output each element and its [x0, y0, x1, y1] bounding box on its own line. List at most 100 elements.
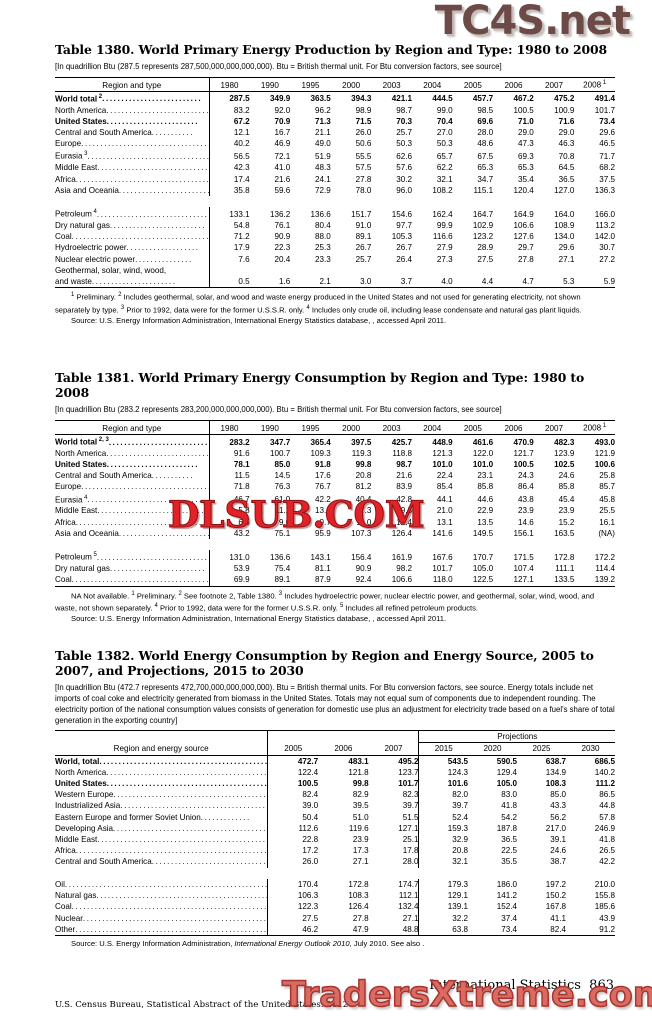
- cell-value: 48.8: [402, 924, 419, 934]
- cell-value: 121.8: [348, 767, 369, 777]
- cell-value: 45.8: [599, 495, 615, 505]
- cell-value: 113.2: [595, 221, 615, 231]
- cell-value: 47.9: [352, 924, 369, 934]
- row-label: Industrialized Asia ....................…: [55, 801, 267, 811]
- cell-value: 107.3: [351, 528, 372, 538]
- cell-value: 12.4: [396, 517, 412, 527]
- cell-value: 5.3: [563, 277, 575, 287]
- cell-value: 22.5: [501, 846, 517, 856]
- cell-value: 106.6: [513, 221, 534, 231]
- row-label: World, total ...........................…: [55, 756, 268, 766]
- cell-value: 40.4: [355, 495, 372, 505]
- cell-value: 38.7: [550, 857, 566, 867]
- cell-value: 100.9: [554, 105, 575, 115]
- table-row: Middle East ............................…: [55, 834, 615, 846]
- table-row: United States ........................ 78…: [55, 458, 615, 471]
- cell-value: 101.7: [594, 105, 615, 115]
- cell-value: 495.2: [398, 756, 419, 766]
- cell-value: 3.0: [360, 277, 372, 287]
- cell-value: 82.4: [267, 789, 319, 801]
- cell-value: 99.0: [436, 105, 453, 115]
- table-1382: Region and energy source Projections 2005…: [55, 730, 615, 936]
- cell-value: 11.0: [356, 517, 372, 527]
- cell-value: 16.1: [599, 517, 615, 527]
- cell-value: 46.2: [267, 923, 319, 936]
- cell-value: 108.3: [545, 779, 566, 789]
- cell-value: 91.6: [208, 447, 250, 459]
- cell-value: 27.8: [355, 174, 372, 184]
- cell-value: 91.2: [599, 924, 615, 934]
- cell-value: 27.0: [436, 128, 453, 138]
- column-header-2003: 2003: [382, 80, 401, 90]
- cell-value: 136.6: [269, 552, 291, 562]
- column-header-1990: 1990: [260, 423, 279, 433]
- cell-value: 21.0: [436, 506, 453, 516]
- table-1381-footnotes: NA Not available. 1 Preliminary. 2 See f…: [55, 590, 615, 625]
- cell-value: 43.9: [599, 913, 615, 923]
- table-1380: Region and type 1980 1990 1995 2000 2003 2004 2…: [55, 77, 615, 289]
- table-row: Asia and Oceania .......................…: [55, 184, 615, 196]
- cell-value: 48.6: [477, 139, 494, 149]
- cell-value: 111.1: [555, 564, 575, 574]
- cell-value: 122.3: [267, 901, 319, 913]
- cell-value: 15.2: [558, 517, 575, 527]
- cell-value: 83.0: [501, 790, 517, 800]
- cell-value: 102.9: [472, 221, 494, 231]
- cell-value: 27.8: [518, 254, 534, 264]
- cell-value: 134.9: [545, 767, 566, 777]
- table-row: Dry natural gas ........................…: [55, 220, 615, 232]
- cell-value: 4.0: [441, 277, 453, 287]
- row-label: North America ..........................…: [55, 767, 268, 777]
- cell-value: 129.4: [496, 767, 517, 777]
- table-row: Natural gas ............................…: [55, 890, 615, 902]
- cell-value: 17.3: [355, 506, 372, 516]
- cell-value: 105.0: [496, 779, 517, 789]
- cell-value: 98.9: [355, 105, 372, 115]
- table-row: Eurasia 3 ..............................…: [55, 149, 615, 163]
- source-note: Source: U.S. Energy Information Administ…: [71, 938, 425, 948]
- column-header-1990: 1990: [260, 80, 279, 90]
- cell-value: 25.8: [599, 471, 615, 481]
- cell-value: 44.1: [436, 495, 453, 505]
- table-row: Africa .................................…: [55, 173, 615, 185]
- column-header-2030: 2030: [581, 744, 600, 754]
- row-spacer: [55, 196, 615, 207]
- cell-value: 72.9: [315, 185, 331, 195]
- cell-value: 73.4: [599, 116, 615, 126]
- cell-value: 283.2: [208, 434, 250, 448]
- cell-value: 133.1: [208, 207, 250, 221]
- cell-value: 217.0: [545, 823, 566, 833]
- cell-value: 71.3: [315, 116, 331, 126]
- cell-value: 51.5: [402, 812, 419, 822]
- column-header-stub: Region and type: [102, 423, 162, 433]
- cell-value: 140.2: [594, 767, 615, 777]
- cell-value: 27.5: [477, 254, 494, 264]
- footnote: 1 Preliminary. 2 Includes geothermal, so…: [55, 292, 582, 315]
- row-label: Coal ...................................…: [55, 902, 268, 912]
- cell-value: 23.9: [558, 506, 575, 516]
- cell-value: 40.2: [208, 138, 250, 150]
- cell-value: 29.6: [558, 243, 575, 253]
- cell-value: 7.6: [208, 253, 250, 265]
- cell-value: 68.2: [599, 163, 615, 173]
- cell-value: 126.4: [391, 528, 412, 538]
- cell-value: 26.0: [355, 128, 372, 138]
- cell-value: 21.1: [315, 128, 331, 138]
- table-1380-block: Table 1380. World Primary Energy Product…: [55, 42, 615, 327]
- row-label: North America ..........................…: [55, 105, 210, 115]
- cell-value: 171.5: [513, 552, 534, 562]
- cell-value: 4.4: [481, 277, 494, 287]
- cell-value: 46.9: [274, 139, 291, 149]
- cell-value: 14.5: [274, 471, 291, 481]
- cell-value: 100.5: [513, 459, 534, 469]
- cell-value: 71.2: [208, 231, 250, 243]
- cell-value: 29.0: [518, 128, 534, 138]
- cell-value: 78.1: [208, 458, 250, 471]
- cell-value: 17.9: [208, 242, 250, 254]
- cell-value: 32.1: [418, 856, 468, 868]
- cell-value: 5.8: [208, 505, 250, 517]
- cell-value: 27.9: [436, 243, 453, 253]
- cell-value: 470.9: [513, 437, 534, 447]
- cell-value: 63.8: [418, 923, 468, 936]
- cell-value: 43.2: [208, 527, 250, 540]
